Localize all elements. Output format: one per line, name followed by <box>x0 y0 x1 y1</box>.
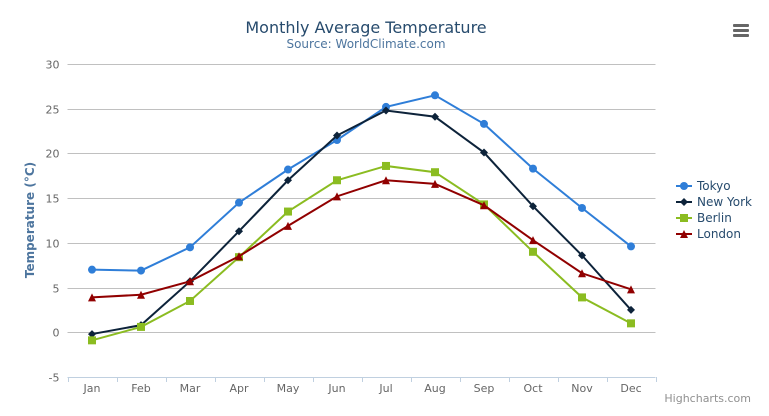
x-tick-label: Aug <box>424 382 445 395</box>
x-tick-label: Sep <box>474 382 495 395</box>
data-point[interactable] <box>382 161 390 170</box>
legend: Tokyo New York Berlin London <box>676 179 752 241</box>
x-tick-label: Jul <box>378 382 392 395</box>
x-axis: Jan Feb Mar Apr May Jun Jul Aug Sep Oct Nov Dec <box>67 377 657 395</box>
y-axis-label: Temperature (°C) <box>23 162 37 278</box>
legend-marker-icon[interactable] <box>680 214 688 222</box>
y-tick-label: 10 <box>46 238 60 251</box>
series-group <box>88 91 635 345</box>
data-point[interactable] <box>137 290 145 299</box>
legend-label: Berlin <box>697 211 732 225</box>
y-tick-label: 5 <box>53 283 60 296</box>
legend-label: New York <box>697 195 752 209</box>
legend-marker-icon[interactable] <box>680 198 688 206</box>
y-tick-label: -5 <box>49 372 60 385</box>
data-point[interactable] <box>235 198 243 207</box>
data-point[interactable] <box>284 176 292 185</box>
data-point[interactable] <box>88 265 96 274</box>
y-tick-label: 20 <box>46 148 60 161</box>
data-point[interactable] <box>284 207 292 216</box>
data-point[interactable] <box>333 192 341 201</box>
data-point[interactable] <box>627 319 635 328</box>
series-line <box>91 164 632 342</box>
legend-label: Tokyo <box>696 179 731 193</box>
data-point[interactable] <box>382 106 390 115</box>
data-point[interactable] <box>88 293 96 302</box>
legend-item-tokyo[interactable]: Tokyo <box>676 179 731 193</box>
x-tick-label: Jun <box>327 382 345 395</box>
data-point[interactable] <box>186 243 194 252</box>
credits-link[interactable]: Highcharts.com <box>664 392 751 405</box>
series-line <box>91 109 632 336</box>
legend-item-berlin[interactable]: Berlin <box>676 211 732 225</box>
data-point[interactable] <box>480 119 488 128</box>
legend-marker-icon[interactable] <box>680 230 688 238</box>
chart-title: Monthly Average Temperature <box>245 18 486 37</box>
series-new-york <box>88 106 635 339</box>
data-point[interactable] <box>382 176 390 185</box>
legend-item-london[interactable]: London <box>676 227 741 241</box>
y-tick-label: 25 <box>46 104 60 117</box>
y-tick-label: 15 <box>46 193 60 206</box>
data-point[interactable] <box>235 252 243 261</box>
data-point[interactable] <box>333 131 341 140</box>
data-point[interactable] <box>431 91 439 100</box>
x-tick-label: Feb <box>131 382 150 395</box>
data-point[interactable] <box>480 148 488 157</box>
x-tick-label: Oct <box>523 382 543 395</box>
data-point[interactable] <box>88 330 96 339</box>
x-tick-label: Dec <box>620 382 641 395</box>
legend-item-new-york[interactable]: New York <box>676 195 752 209</box>
data-point[interactable] <box>431 112 439 121</box>
data-point[interactable] <box>578 293 586 302</box>
data-point[interactable] <box>529 202 537 211</box>
data-point[interactable] <box>529 164 537 173</box>
data-point[interactable] <box>529 247 537 256</box>
data-point[interactable] <box>480 201 488 210</box>
series-line <box>91 179 632 299</box>
series-london <box>88 176 635 302</box>
data-point[interactable] <box>186 296 194 305</box>
x-tick-label: Jan <box>83 382 101 395</box>
grid <box>67 64 656 378</box>
data-point[interactable] <box>578 269 586 278</box>
data-point[interactable] <box>431 179 439 188</box>
y-tick-label: 30 <box>46 59 60 72</box>
data-point[interactable] <box>284 221 292 230</box>
y-tick-label: 0 <box>53 327 60 340</box>
data-point[interactable] <box>235 227 243 236</box>
data-point[interactable] <box>88 336 96 345</box>
data-point[interactable] <box>137 266 145 275</box>
data-point[interactable] <box>529 236 537 245</box>
series-line <box>91 94 632 272</box>
data-point[interactable] <box>137 322 145 331</box>
x-tick-label: Mar <box>180 382 201 395</box>
x-tick-label: Nov <box>571 382 593 395</box>
chart-subtitle: Source: WorldClimate.com <box>286 37 445 51</box>
data-point[interactable] <box>578 203 586 212</box>
data-point[interactable] <box>627 242 635 251</box>
data-point[interactable] <box>578 251 586 260</box>
data-point[interactable] <box>431 168 439 177</box>
series-tokyo <box>88 91 635 275</box>
data-point[interactable] <box>333 176 341 185</box>
data-point[interactable] <box>284 165 292 174</box>
x-tick-label: Apr <box>229 382 249 395</box>
x-tick-label: May <box>277 382 300 395</box>
data-point[interactable] <box>627 305 635 314</box>
legend-marker-icon[interactable] <box>680 182 688 190</box>
data-point[interactable] <box>627 285 635 294</box>
data-point[interactable] <box>186 277 194 286</box>
y-axis: -5 0 5 10 15 20 25 30 <box>46 59 60 385</box>
hamburger-menu-icon[interactable] <box>732 22 750 38</box>
legend-label: London <box>697 227 741 241</box>
